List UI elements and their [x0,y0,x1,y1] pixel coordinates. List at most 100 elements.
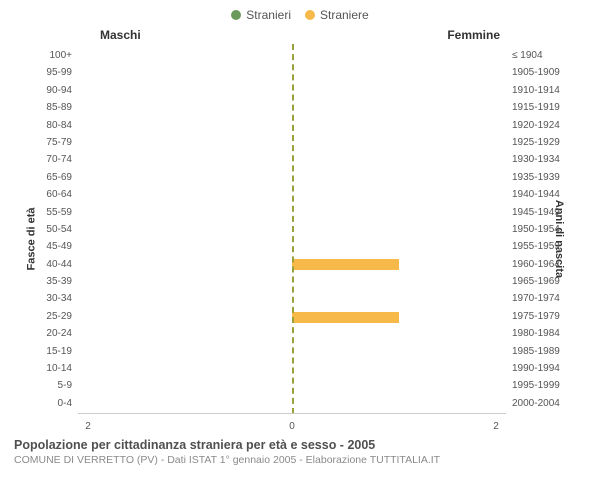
row-half-female [292,273,506,291]
y-left-tick: 15-19 [20,346,72,358]
y-right-tick: 1915-1919 [512,102,580,114]
row-half-female [292,256,506,274]
row-half-female [292,150,506,168]
bar-female [292,259,399,270]
legend-label-male: Stranieri [246,8,291,22]
y-left-tick: 80-84 [20,120,72,132]
y-right-tick: 1930-1934 [512,154,580,166]
legend: Stranieri Straniere [0,0,600,22]
y-left-tick: 70-74 [20,154,72,166]
y-left-tick: 100+ [20,50,72,62]
row-half-male [78,203,292,221]
row-half-male [78,132,292,150]
y-right-tick: 1980-1984 [512,328,580,340]
y-right-tick: 1955-1959 [512,241,580,253]
caption-title: Popolazione per cittadinanza straniera p… [14,438,586,452]
column-headers: Maschi Femmine [0,22,600,44]
legend-dot-male [231,10,241,20]
y-left-tick: 60-64 [20,189,72,201]
row-half-male [78,167,292,185]
row-half-male [78,397,292,415]
y-left-tick: 0-4 [20,398,72,410]
header-female: Femmine [447,28,500,42]
row-half-female [292,132,506,150]
y-left-tick: 40-44 [20,259,72,271]
x-axis: 2 0 2 [78,421,506,432]
row-half-male [78,97,292,115]
y-right-tick: 1950-1954 [512,224,580,236]
row-half-male [78,256,292,274]
y-right-tick: ≤ 1904 [512,50,580,62]
header-male: Maschi [100,28,141,42]
row-half-male [78,44,292,62]
x-axis-line [78,413,506,414]
y-right-tick: 1935-1939 [512,172,580,184]
row-half-female [292,79,506,97]
y-right-tick: 1975-1979 [512,311,580,323]
row-half-male [78,273,292,291]
legend-item-male: Stranieri [231,8,291,22]
y-left-tick: 35-39 [20,276,72,288]
row-half-female [292,291,506,309]
bar-female [292,312,399,323]
y-left-tick: 45-49 [20,241,72,253]
y-left-tick: 55-59 [20,207,72,219]
center-divider [292,44,294,414]
y-left-tick: 95-99 [20,67,72,79]
chart: Fasce di età Anni di nascita 100+95-9990… [20,44,580,434]
plot-area [78,44,506,414]
y-left-tick: 50-54 [20,224,72,236]
row-half-female [292,44,506,62]
y-axis-right: ≤ 1904 1905-1909 1910-1914 1915-1919 1920-19… [512,50,580,410]
legend-label-female: Straniere [320,8,369,22]
row-half-female [292,379,506,397]
row-half-male [78,379,292,397]
y-right-tick: 1960-1964 [512,259,580,271]
row-half-female [292,203,506,221]
row-half-male [78,220,292,238]
y-left-tick: 75-79 [20,137,72,149]
row-half-female [292,326,506,344]
x-tick-left: 2 [78,421,98,432]
row-half-male [78,308,292,326]
x-tick-right: 2 [486,421,506,432]
y-left-tick: 30-34 [20,293,72,305]
x-tick-mid: 0 [282,421,302,432]
y-right-tick: 2000-2004 [512,398,580,410]
y-right-tick: 1920-1924 [512,120,580,132]
y-right-tick: 1965-1969 [512,276,580,288]
row-half-male [78,361,292,379]
row-half-female [292,62,506,80]
row-half-male [78,62,292,80]
y-left-tick: 10-14 [20,363,72,375]
y-right-tick: 1910-1914 [512,85,580,97]
y-left-tick: 20-24 [20,328,72,340]
row-half-male [78,238,292,256]
row-half-female [292,167,506,185]
y-left-tick: 65-69 [20,172,72,184]
y-right-tick: 1905-1909 [512,67,580,79]
row-half-female [292,308,506,326]
row-half-female [292,361,506,379]
row-half-male [78,185,292,203]
y-left-tick: 25-29 [20,311,72,323]
y-right-tick: 1940-1944 [512,189,580,201]
row-half-male [78,326,292,344]
row-half-female [292,97,506,115]
y-right-tick: 1985-1989 [512,346,580,358]
row-half-male [78,344,292,362]
row-half-female [292,397,506,415]
y-right-tick: 1990-1994 [512,363,580,375]
y-left-tick: 85-89 [20,102,72,114]
y-right-tick: 1925-1929 [512,137,580,149]
y-right-tick: 1970-1974 [512,293,580,305]
row-half-male [78,79,292,97]
row-half-female [292,220,506,238]
row-half-male [78,115,292,133]
y-axis-left: 100+95-9990-9485-8980-8475-7970-7465-696… [20,50,72,410]
y-left-tick: 5-9 [20,380,72,392]
row-half-male [78,291,292,309]
legend-dot-female [305,10,315,20]
row-half-female [292,185,506,203]
row-half-female [292,344,506,362]
